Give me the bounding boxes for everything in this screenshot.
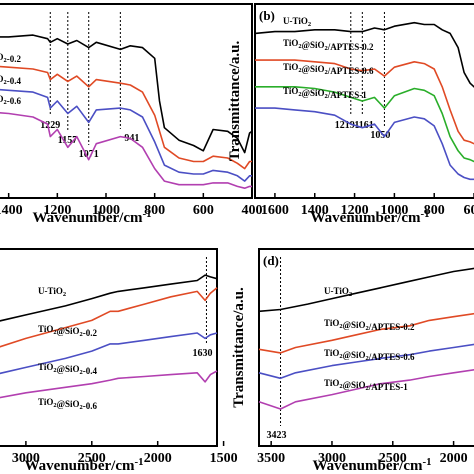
annotation-label: 1161 <box>354 120 373 131</box>
x-tick-label: 2000 <box>440 451 468 466</box>
series-label: TiO2@SiO2-0.6 <box>0 92 21 106</box>
series-label: TiO2@SiO2-0.4 <box>0 72 21 86</box>
x-tick-label: 1400 <box>301 203 329 218</box>
series-label: U-TiO2 <box>38 286 66 298</box>
x-tick-label: 600 <box>193 203 214 218</box>
x-tick-label: 2500 <box>379 451 407 466</box>
x-tick-label: 1000 <box>92 203 120 218</box>
series-label: U-TiO2 <box>324 286 352 298</box>
annotation-label: 1219 <box>335 120 355 131</box>
series-line <box>258 368 474 410</box>
series-line <box>0 88 252 182</box>
panel-c: 1630 U-TiO2 TiO2@SiO2-0.2 TiO2@SiO2-0.4 TiO2… <box>0 248 238 474</box>
annotation-label: 1050 <box>370 130 390 141</box>
series-line <box>0 274 218 322</box>
x-tick-label: 1500 <box>210 451 238 466</box>
annotation-label: 1157 <box>58 135 77 146</box>
series-line <box>255 107 474 181</box>
annotation-label: 1630 <box>192 348 212 359</box>
x-tick-label: 2500 <box>78 451 106 466</box>
x-tick-label: 2000 <box>144 451 172 466</box>
series-label: TiO2@SiO2/APTES-0.6 <box>283 62 374 76</box>
panel-d: 3423 U-TiO2 TiO2@SiO2/APTES-0.2 TiO2@SiO2/A… <box>231 248 474 474</box>
plot-frame <box>258 248 474 447</box>
series-line <box>0 332 218 375</box>
annotation-label: 3423 <box>267 430 287 441</box>
x-tick-label: 800 <box>144 203 165 218</box>
plot-frame <box>0 248 218 447</box>
plot-frame <box>254 3 474 199</box>
series-label: TiO2@SiO2-0.6 <box>38 397 97 411</box>
panel-letter: (b) <box>259 8 275 23</box>
series-line <box>258 343 474 380</box>
annotation-label: 941 <box>124 133 139 144</box>
series-line <box>254 21 474 88</box>
series-line <box>255 86 474 163</box>
x-tick-label: 1400 <box>0 203 23 218</box>
series-label: TiO2@SiO2/APTES-0.2 <box>324 318 415 332</box>
x-axis-title: Wavenumber/cm-1 <box>33 208 152 226</box>
series-line <box>0 34 253 154</box>
annotation-label: 1229 <box>40 120 60 131</box>
series-line <box>258 312 474 354</box>
x-tick-label: 3000 <box>12 451 40 466</box>
series-label: U-TiO2 <box>283 16 311 28</box>
x-axis-title: Wavenumber/cm-1 <box>311 208 430 226</box>
y-axis-title: Transmittance/a.u. <box>231 287 247 408</box>
series-label: TiO2@SiO2-0.2 <box>0 50 21 64</box>
panel-letter: (d) <box>263 253 279 268</box>
panel-a: 122911571071941TiO2TiO2@SiO2-0.2TiO2@SiO… <box>0 3 263 226</box>
x-tick-label: 1200 <box>341 203 369 218</box>
x-tick-label: 3000 <box>318 451 346 466</box>
series-line <box>0 287 218 348</box>
y-axis-title: Transmittance/a.u. <box>227 40 243 161</box>
series-label: TiO2@SiO2-0.2 <box>38 324 97 338</box>
x-tick-label: 800 <box>424 203 445 218</box>
series-label: TiO2@SiO2/APTES-0.2 <box>283 38 374 52</box>
series-line <box>255 59 474 145</box>
x-axis-title: Wavenumber/cm-1 <box>313 456 432 474</box>
series-line <box>0 370 218 399</box>
x-tick-label: 1200 <box>43 203 71 218</box>
series-label: TiO2@SiO2/APTES-1 <box>283 86 367 100</box>
plot-frame <box>0 3 253 199</box>
series-label: TiO2@SiO2/APTES-0.6 <box>324 348 415 362</box>
series-line <box>258 267 474 313</box>
series-label: TiO2@SiO2-0.4 <box>38 362 97 376</box>
x-tick-label: 1000 <box>380 203 408 218</box>
annotation-label: 1071 <box>79 149 99 160</box>
series-label: TiO2@SiO2/APTES-1 <box>324 378 408 392</box>
series-line <box>0 65 252 170</box>
x-axis-title: Wavenumber/cm-1 <box>25 456 144 474</box>
x-tick-label: 400 <box>242 203 263 218</box>
series-line <box>0 112 252 189</box>
x-tick-label: 3500 <box>257 451 285 466</box>
x-tick-label: 600 <box>464 203 474 218</box>
x-tick-label: 1600 <box>261 203 289 218</box>
